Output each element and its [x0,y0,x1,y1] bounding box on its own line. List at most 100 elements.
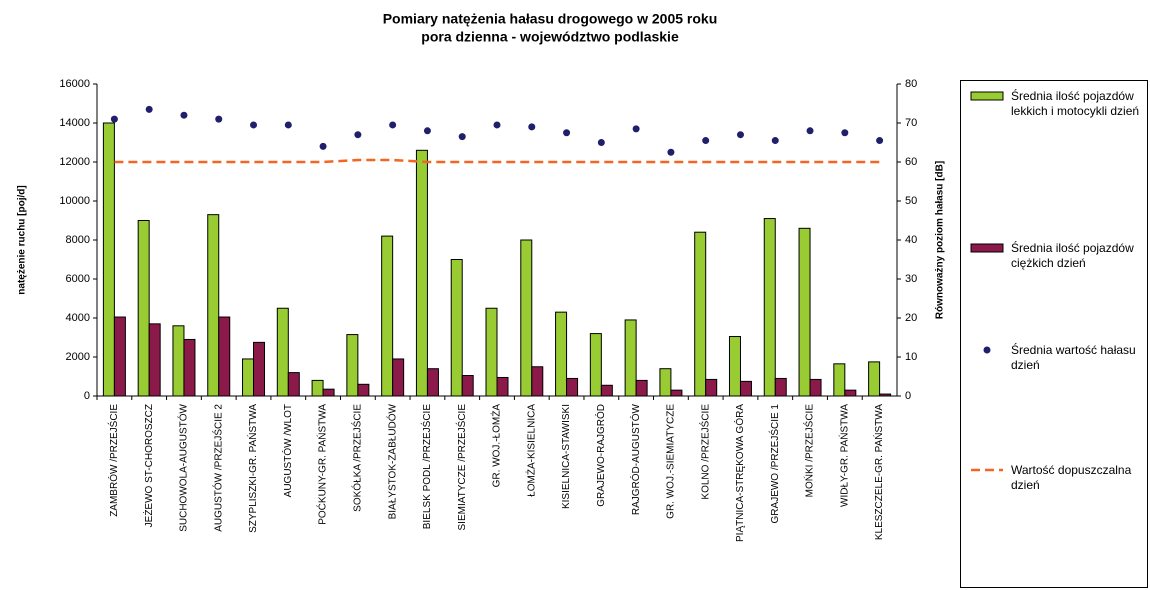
noise-point [284,121,292,129]
bar [450,259,463,397]
bar [809,378,822,397]
y2-axis-label: Równoważny poziom hałasu [dB] [935,161,946,319]
legend-label: Średnia ilość pojazdów ciężkich dzień [1011,241,1134,270]
x-tick-label: RAJGRÓD-AUGUSTÓW [629,403,642,515]
y-tick-label: 14000 [59,117,90,129]
noise-point [736,131,744,139]
legend-swatch [970,243,1004,253]
x-tick-label: ZAMBRÓW /PRZEJŚCIE [107,404,120,517]
legend-entry: Wartość dopuszczalna dzień [969,463,1147,493]
legend-marker [983,346,991,354]
bar [624,319,637,397]
legend-label: Średnia wartość hałasu dzień [1011,343,1136,372]
bar [555,311,568,397]
y-tick-label: 4000 [66,312,90,324]
bar [137,220,150,397]
bar [774,377,787,397]
limit-line [114,158,880,164]
y2-tick-label: 10 [905,351,917,363]
chart-title: Pomiary natężenia hałasu drogowego w 200… [383,11,718,27]
x-tick-label: GRAJEWO-RAJGRÓD [594,404,607,507]
bar [589,333,602,397]
y-axis-label: natężenie ruchu [poj/d] [17,185,28,294]
bar [346,334,359,397]
noise-point [423,127,431,135]
bar [415,149,428,397]
bar [287,372,300,397]
x-tick-label: KLESZCZELE-GR. PAŃSTWA [872,404,885,540]
x-tick-label: AUGUSTÓW /PRZEJŚCIE 2 [211,404,224,532]
bar [357,383,370,397]
bar [485,307,498,397]
noise-point [771,137,779,145]
legend-entry: Średnia wartość hałasu dzień [969,343,1147,373]
x-tick-label: GR. WOJ.-ŁOMŻA [490,404,503,488]
bar [426,368,439,397]
bar [694,231,707,397]
legend-marker [970,91,1004,101]
x-tick-label: BIAŁYSTOK-ZABŁUDÓW [385,403,398,519]
noise-point [493,121,501,129]
x-tick-label: SZYPLISZKI-GR. PAŃSTWA [246,404,259,533]
y-tick-label: 10000 [59,195,90,207]
noise-point [110,115,118,123]
legend-swatch [970,91,1004,101]
x-tick-label: BIELSK PODL /PRZEJŚCIE [420,404,433,530]
bar [844,389,857,397]
bar [531,366,544,397]
legend-label: Średnia ilość pojazdów lekkich i motocyk… [1011,89,1140,118]
chart-subtitle: pora dzienna - województwo podlaskie [421,29,679,45]
noise-point [806,127,814,135]
legend-marker [970,243,1004,253]
y-tick-label: 0 [84,390,90,402]
bar [739,380,752,397]
x-tick-label: MOŃKI /PRZEJŚCIE [803,404,816,498]
bar [520,239,533,397]
x-tick-label: PIĄTNICA-STRĘKOWA GÓRA [733,404,746,542]
bar [311,379,324,397]
bar [635,379,648,397]
y2-tick-label: 60 [905,156,917,168]
legend: Średnia ilość pojazdów lekkich i motocyk… [960,80,1148,588]
noise-point [215,115,223,123]
bar [102,122,115,397]
x-tick-label: SUCHOWOLA-AUGUSTÓW [177,403,190,531]
y2-tick-label: 30 [905,273,917,285]
bar [868,361,881,397]
y-tick-label: 2000 [66,351,90,363]
y-tick-label: 8000 [66,234,90,246]
y2-tick-label: 80 [905,78,917,90]
bar [381,235,394,397]
noise-point [841,129,849,137]
noise-point [632,125,640,133]
bar [600,384,613,397]
x-tick-label: GR. WOJ.-SIEMIATYCZE [666,404,677,519]
y2-tick-label: 40 [905,234,917,246]
bar [148,323,161,397]
noise-point [528,123,536,131]
legend-entry: Średnia ilość pojazdów ciężkich dzień [969,241,1147,271]
bar [218,316,231,397]
bar [879,393,892,397]
noise-point [145,105,153,113]
bar [659,368,672,397]
legend-entry: Średnia ilość pojazdów lekkich i motocyk… [969,89,1147,119]
x-tick-label: ŁOMŻA-KISIELNICA [524,404,537,497]
bar [276,307,289,397]
bar [705,378,718,397]
y2-tick-label: 50 [905,195,917,207]
bar [566,377,579,397]
x-tick-label: SIEMIATYCZE /PRZEJŚCIE [455,404,468,531]
x-tick-label: KOLNO /PRZEJŚCIE [698,404,711,500]
bar [207,214,220,397]
bar [763,218,776,397]
bar [833,363,846,397]
x-tick-label: WIDŁY-GR. PAŃSTWA [837,404,850,507]
y-tick-label: 16000 [59,78,90,90]
bar [322,388,335,397]
noise-point [702,137,710,145]
bar [113,316,126,397]
bar [496,376,509,397]
bar [670,389,683,397]
